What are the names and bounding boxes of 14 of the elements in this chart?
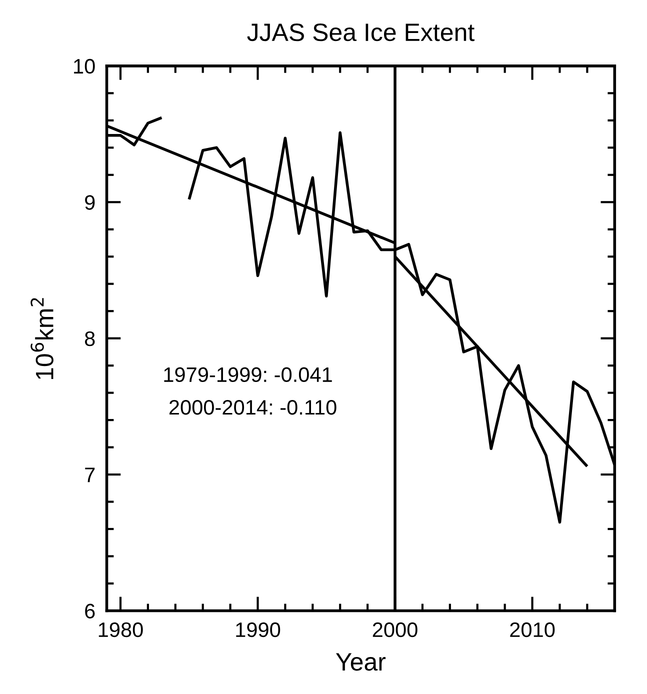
x-tick-label: 2000 xyxy=(372,622,418,638)
y-tick-label: 9 xyxy=(85,195,95,210)
annotation: 1979-1999: -0.041 xyxy=(164,367,332,382)
x-tick-label: 2010 xyxy=(510,622,555,638)
y-axis-title: 10$^{6}$km$^{2}$ xyxy=(30,298,54,380)
y-tick-label: 6 xyxy=(85,604,95,618)
y-tick-label: 10 xyxy=(74,58,95,74)
x-tick-label: 1980 xyxy=(98,622,143,638)
y-tick-label: 8 xyxy=(84,331,95,346)
y-tick-label: 7 xyxy=(85,468,95,482)
chart-title: JJAS Sea Ice Extent xyxy=(247,23,474,42)
x-tick-label: 1990 xyxy=(236,622,280,638)
annotation: 2000-2014: -0.110 xyxy=(169,400,336,415)
x-axis-title: Year xyxy=(336,653,386,671)
